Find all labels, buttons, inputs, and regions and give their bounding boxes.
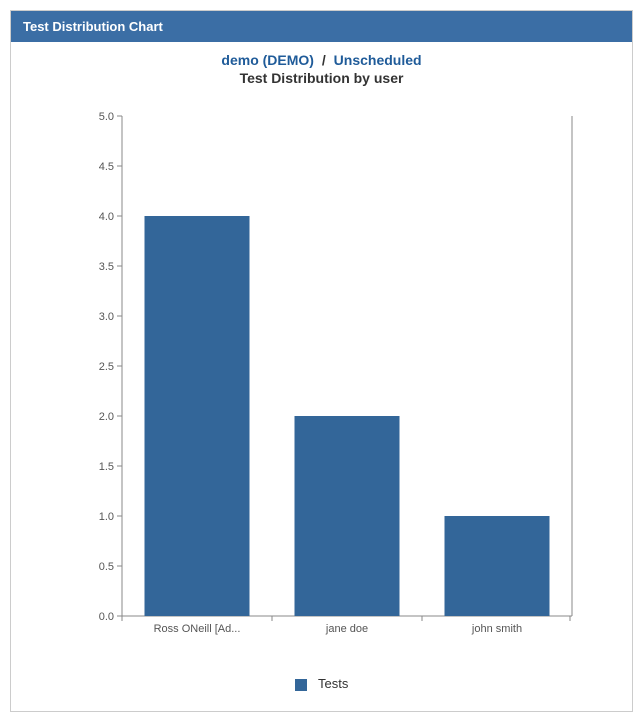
bar xyxy=(444,516,549,616)
legend: Tests xyxy=(31,676,612,691)
svg-text:0.0: 0.0 xyxy=(98,611,113,623)
breadcrumb-project-link[interactable]: demo (DEMO) xyxy=(221,52,314,68)
chart-title: Test Distribution by user xyxy=(11,70,632,86)
chart-area: 0.0 0.5 1.0 1.5 2.0 2.5 3.0 3.5 4.0 4.5 5.0 Ross ON… xyxy=(11,106,632,711)
breadcrumb-separator: / xyxy=(322,52,326,68)
breadcrumb-section-link[interactable]: Unscheduled xyxy=(334,52,422,68)
svg-text:1.5: 1.5 xyxy=(98,461,113,473)
svg-text:3.5: 3.5 xyxy=(98,261,113,273)
panel-title: Test Distribution Chart xyxy=(11,11,632,42)
bar xyxy=(294,416,399,616)
chart-panel: Test Distribution Chart demo (DEMO) / Un… xyxy=(10,10,633,712)
x-axis-label: john smith xyxy=(470,623,521,635)
x-axis-label: Ross ONeill [Ad... xyxy=(153,623,240,635)
svg-text:5.0: 5.0 xyxy=(98,111,113,123)
legend-label: Tests xyxy=(318,676,348,691)
svg-text:2.0: 2.0 xyxy=(98,411,113,423)
svg-text:1.0: 1.0 xyxy=(98,511,113,523)
bar-chart: 0.0 0.5 1.0 1.5 2.0 2.5 3.0 3.5 4.0 4.5 5.0 Ross ON… xyxy=(52,106,592,646)
svg-text:4.0: 4.0 xyxy=(98,211,113,223)
svg-text:3.0: 3.0 xyxy=(98,311,113,323)
breadcrumb: demo (DEMO) / Unscheduled xyxy=(11,52,632,68)
x-axis-label: jane doe xyxy=(324,623,367,635)
svg-text:2.5: 2.5 xyxy=(98,361,113,373)
bar xyxy=(144,216,249,616)
legend-swatch xyxy=(295,679,307,691)
svg-text:0.5: 0.5 xyxy=(98,561,113,573)
svg-text:4.5: 4.5 xyxy=(98,161,113,173)
